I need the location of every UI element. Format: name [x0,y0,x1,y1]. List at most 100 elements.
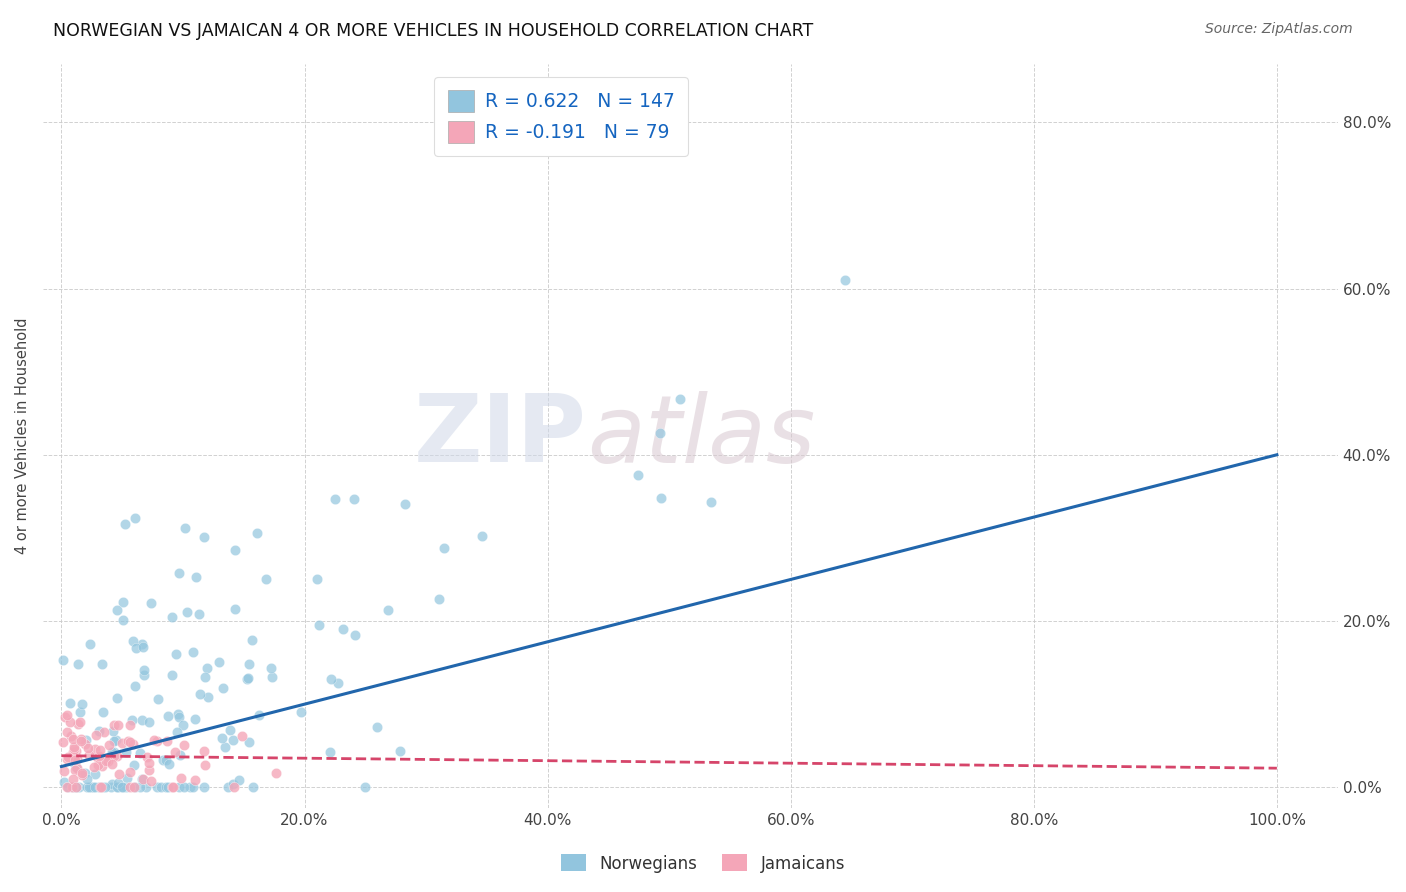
Point [184,712,207,726]
Point [139,773,162,788]
Point [179,780,201,795]
Point [90,759,112,773]
Point [89,723,111,738]
Point [101,723,124,738]
Point [162,780,184,795]
Point [131,713,153,727]
Point [181,780,204,795]
Point [124,511,146,525]
Point [152,753,174,767]
Point [101,745,124,759]
Point [146,692,169,706]
Point [117,734,139,748]
Point [135,750,157,764]
Point [62,780,84,795]
Point [194,758,217,772]
Point [105,690,128,705]
Point [76,772,98,786]
Point [56,780,79,795]
Point [246,525,269,540]
Point [65,780,87,794]
Point [668,392,690,406]
Point [53,764,76,778]
Point [343,628,366,642]
Point [105,733,128,747]
Point [167,706,190,721]
Point [627,467,650,482]
Point [834,273,856,287]
Point [91,657,114,672]
Point [118,764,141,779]
Point [55,707,77,722]
Point [100,780,122,795]
Point [650,426,672,441]
Point [354,780,377,795]
Point [67,717,90,731]
Point [131,772,153,786]
Point [323,492,346,507]
Point [103,745,125,759]
Point [208,655,231,669]
Point [224,601,246,615]
Point [254,572,277,586]
Point [94,780,117,795]
Point [650,491,672,505]
Point [222,777,245,791]
Point [107,602,129,616]
Point [70,697,93,711]
Point [132,663,155,677]
Point [188,687,211,701]
Point [124,641,146,656]
Point [167,566,190,581]
Point [115,780,138,795]
Point [66,657,89,671]
Point [82,780,104,795]
Point [111,595,134,609]
Point [290,705,312,719]
Point [59,714,82,729]
Point [86,728,108,742]
Point [366,720,388,734]
Point [75,765,97,780]
Point [138,756,160,771]
Point [111,735,134,749]
Point [105,780,128,795]
Point [63,763,86,777]
Point [157,709,180,723]
Point [98,738,121,752]
Point [122,633,145,648]
Point [87,748,110,763]
Point [308,618,330,632]
Point [70,768,93,782]
Point [193,744,215,758]
Point [156,733,179,747]
Point [59,696,82,710]
Point [118,735,141,749]
Point [121,737,143,751]
Point [214,740,236,755]
Point [149,780,172,795]
Point [377,603,399,617]
Point [173,780,195,795]
Point [181,645,204,659]
Point [193,780,215,795]
Point [75,732,97,747]
Point [129,746,152,760]
Point [118,780,141,795]
Point [77,741,100,756]
Point [66,761,89,775]
Point [65,780,87,795]
Point [86,750,108,764]
Point [131,637,153,651]
Point [103,734,125,748]
Point [143,732,166,747]
Point [197,690,219,704]
Point [122,780,145,795]
Point [111,780,134,795]
Point [138,715,160,730]
Point [111,780,134,795]
Point [188,607,211,621]
Point [343,491,366,506]
Point [305,572,328,586]
Point [52,734,75,748]
